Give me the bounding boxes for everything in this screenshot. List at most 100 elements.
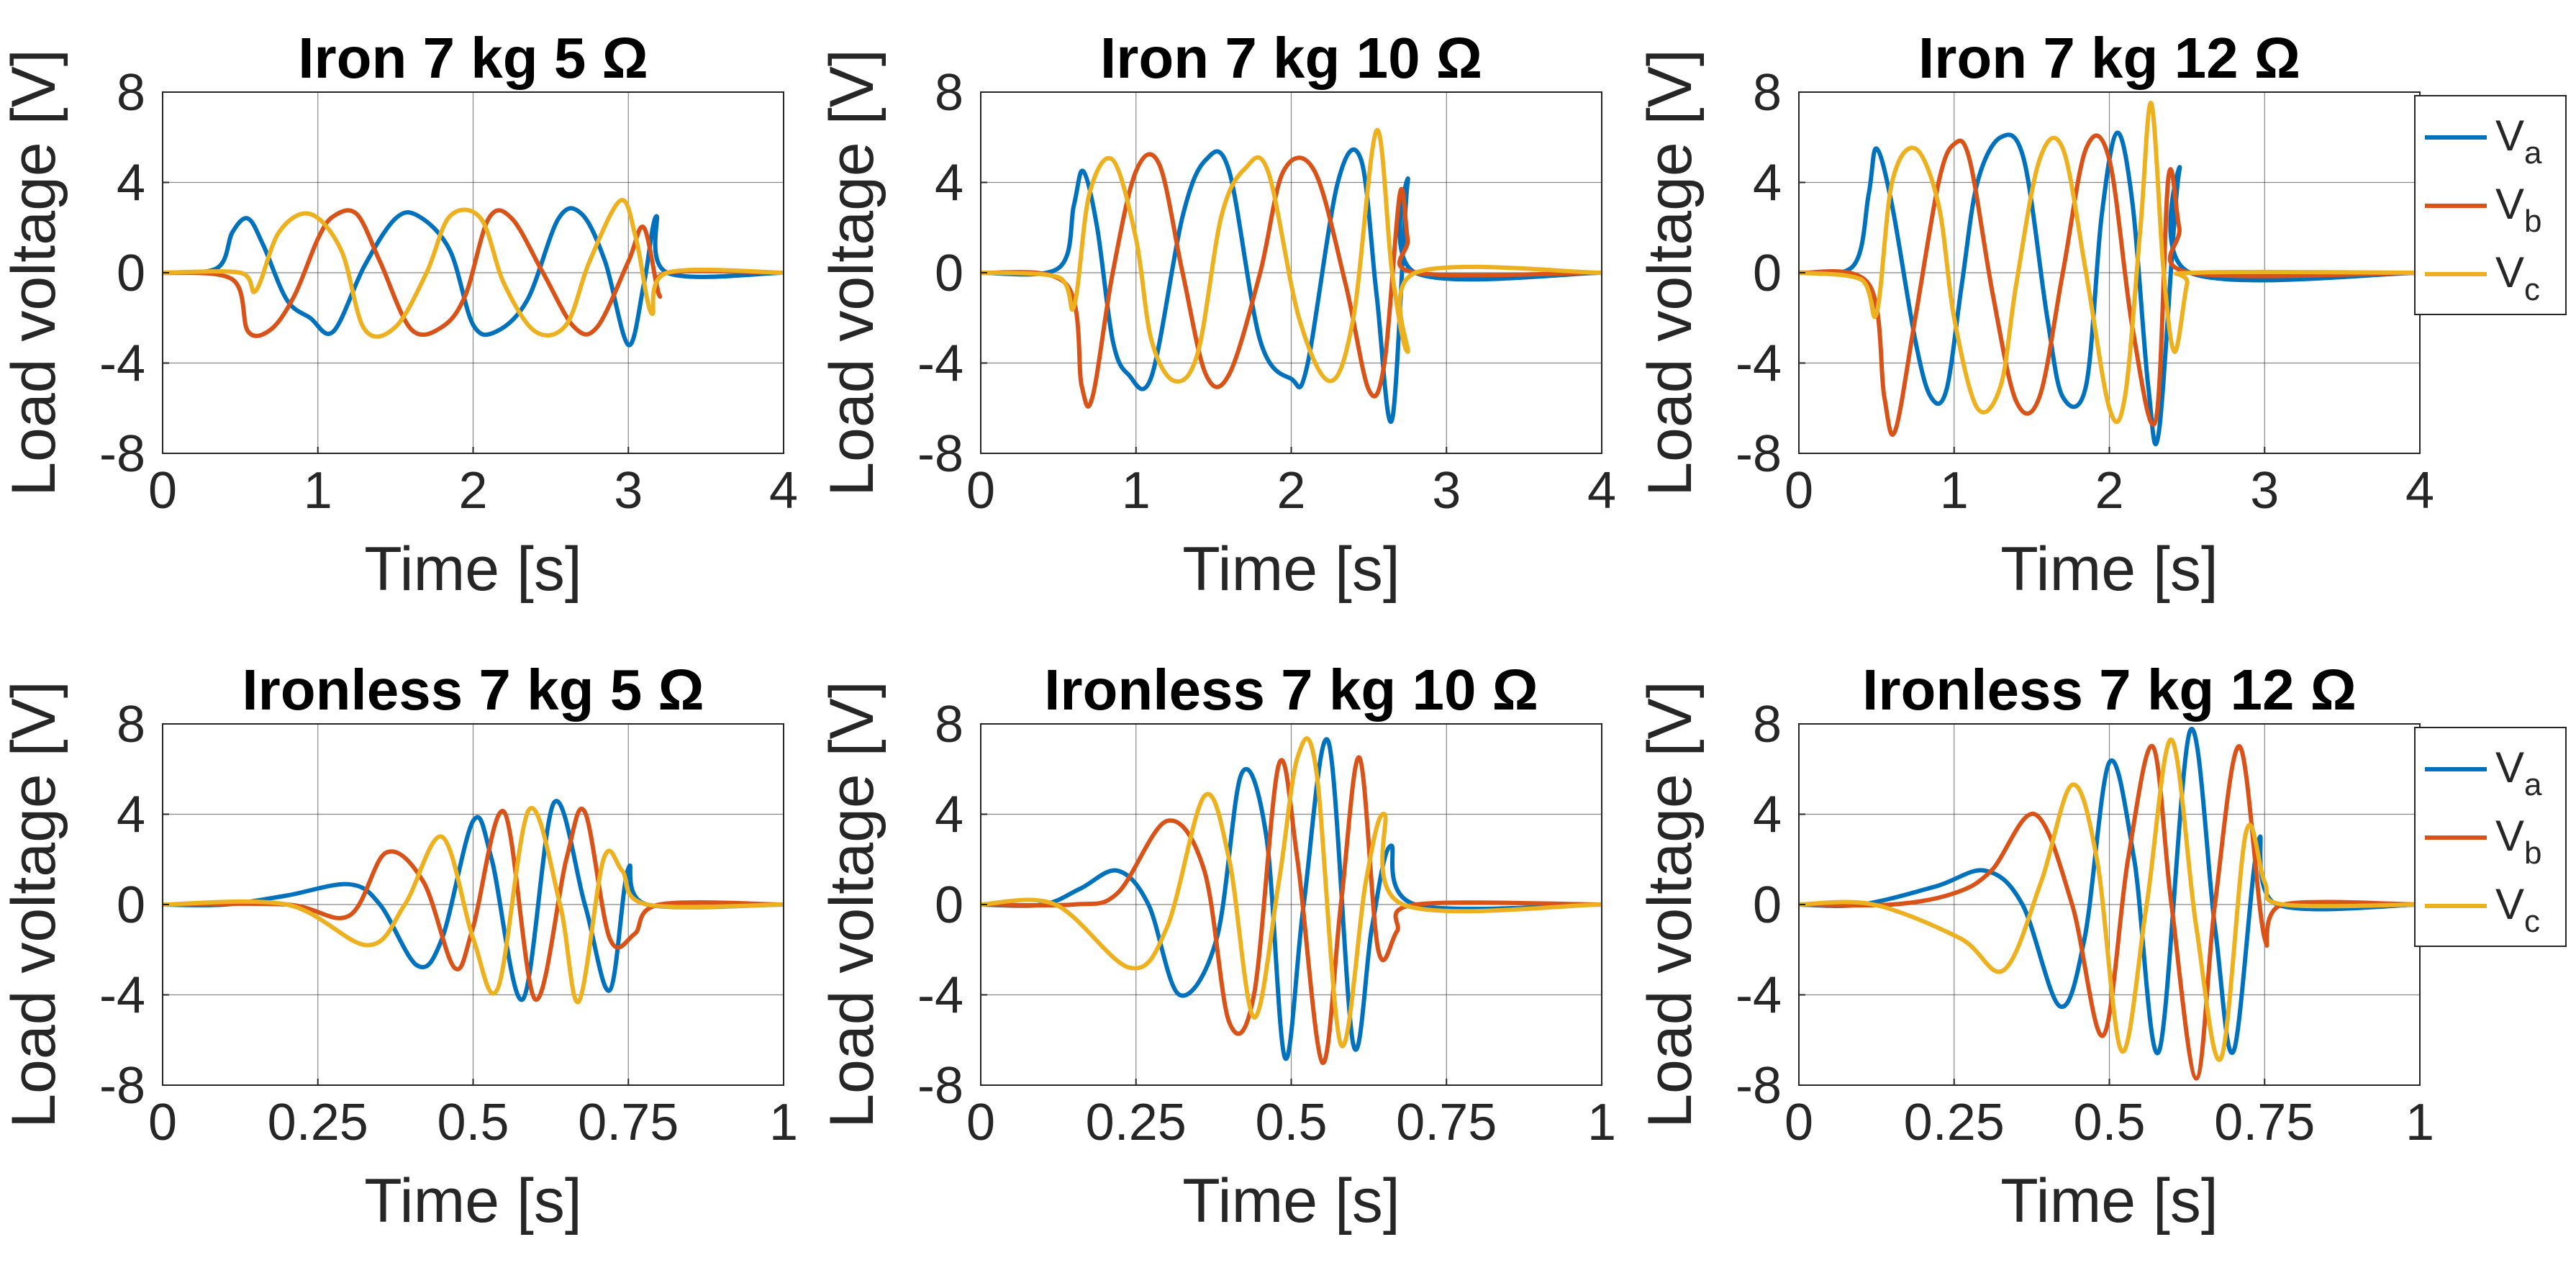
series-line-vb [1799, 743, 2420, 1081]
x-tick-label: 2 [2095, 462, 2123, 520]
y-tick-label: 8 [1753, 696, 1782, 753]
y-axis-label: Load voltage [V] [1636, 681, 1705, 1128]
series-line-va [981, 737, 1602, 1061]
x-axis-label: Time [s] [2000, 1166, 2218, 1236]
y-tick-label: -4 [917, 335, 963, 393]
series-line-vb [163, 208, 784, 338]
chart-panel-1: 0 1 2 3 4 -8 -4 0 4 8 Iron 7 kg 5 Ω Time [s] Load vo… [0, 26, 798, 604]
legend-subscript: a [2524, 135, 2542, 171]
x-tick-label: 0.25 [268, 1094, 368, 1151]
series-line-vc [981, 736, 1602, 1048]
x-tick-label: 1 [769, 1094, 798, 1151]
legend-subscript: b [2524, 204, 2541, 239]
legend-symbol: V [2495, 180, 2524, 228]
panels: 0 1 2 3 4 -8 -4 0 4 8 Iron 7 kg 5 Ω Time [s] Load vo… [0, 26, 2567, 1236]
legend-label-vc: Vc [2495, 880, 2540, 939]
x-tick-label: 0.5 [2073, 1094, 2145, 1151]
series-line-vc [163, 805, 784, 1005]
y-tick-label: 0 [1753, 245, 1782, 302]
x-axis-label: Time [s] [1182, 535, 1400, 604]
y-tick-label: -8 [917, 1057, 963, 1115]
x-axis-label: Time [s] [2000, 535, 2218, 604]
chart-panel-5: 0 0.25 0.5 0.75 1 -8 -4 0 4 8 Ironless 7 kg 10 Ω Ti… [817, 658, 1616, 1236]
legend-label-va: Va [2495, 112, 2542, 171]
x-tick-label: 0 [1784, 1094, 1813, 1151]
y-tick-label: -4 [1736, 967, 1782, 1025]
x-tick-label: 1 [2405, 1094, 2434, 1151]
chart-title: Ironless 7 kg 5 Ω [242, 658, 704, 722]
x-tick-label: 0 [966, 462, 995, 520]
y-tick-label: -4 [99, 335, 145, 393]
x-tick-label: 3 [2250, 462, 2279, 520]
series-line-va [1799, 726, 2420, 1056]
y-axis-label: Load voltage [V] [817, 49, 886, 497]
x-tick-label: 0.5 [437, 1094, 509, 1151]
y-tick-label: -8 [99, 1057, 145, 1115]
y-axis-label: Load voltage [V] [1636, 49, 1705, 497]
series-line-va [1799, 130, 2420, 446]
x-tick-label: 4 [1587, 462, 1616, 520]
series-line-vc [1799, 737, 2420, 1062]
legend-subscript: a [2524, 767, 2542, 802]
chart-panel-3: 0 1 2 3 4 -8 -4 0 4 8 Iron 7 kg 12 Ω Time [s] Load v… [1636, 26, 2567, 604]
y-tick-label: 0 [117, 876, 145, 934]
x-tick-label: 2 [458, 462, 487, 520]
series-line-vc [163, 198, 784, 339]
series-line-va [163, 799, 784, 1002]
chart-panel-4: 0 0.25 0.5 0.75 1 -8 -4 0 4 8 Ironless 7 kg 5 Ω Tim… [0, 658, 798, 1236]
series-line-vb [981, 755, 1602, 1065]
x-tick-label: 0.75 [578, 1094, 679, 1151]
y-tick-label: 0 [935, 876, 963, 934]
x-tick-label: 0.75 [2214, 1094, 2315, 1151]
chart-panel-2: 0 1 2 3 4 -8 -4 0 4 8 Iron 7 kg 10 Ω Time [s] Load v… [817, 26, 1616, 604]
y-tick-label: 8 [935, 64, 963, 122]
x-tick-label: 1 [1587, 1094, 1616, 1151]
legend-subscript: b [2524, 835, 2541, 871]
chart-title: Iron 7 kg 5 Ω [298, 26, 648, 90]
y-tick-label: -8 [1736, 1057, 1782, 1115]
x-tick-label: 0.25 [1904, 1094, 2005, 1151]
y-tick-label: 8 [935, 696, 963, 753]
legend-subscript: c [2524, 904, 2540, 939]
y-tick-label: 4 [117, 787, 145, 844]
series-group [1799, 101, 2420, 446]
y-tick-label: 4 [935, 787, 963, 844]
legend-label-vc: Vc [2495, 248, 2540, 307]
y-tick-label: 0 [1753, 876, 1782, 934]
legend-symbol: V [2495, 812, 2524, 860]
legend-symbol: V [2495, 248, 2524, 296]
chart-title: Ironless 7 kg 10 Ω [1044, 658, 1538, 722]
series-line-vb [981, 152, 1602, 409]
legend-symbol: V [2495, 743, 2524, 792]
legend-label-va: Va [2495, 743, 2542, 802]
x-tick-label: 0 [148, 1094, 177, 1151]
x-tick-label: 0 [1784, 462, 1813, 520]
x-tick-label: 1 [1940, 462, 1969, 520]
x-tick-label: 3 [614, 462, 643, 520]
series-line-vb [1799, 133, 2420, 438]
legend-label-vb: Vb [2495, 812, 2542, 871]
y-tick-label: 4 [1753, 155, 1782, 212]
series-line-vc [1799, 101, 2420, 425]
y-tick-label: -4 [99, 967, 145, 1025]
x-tick-label: 4 [769, 462, 798, 520]
x-tick-label: 4 [2405, 462, 2434, 520]
chart-title: Iron 7 kg 12 Ω [1918, 26, 2300, 90]
y-tick-label: 4 [117, 155, 145, 212]
y-tick-label: 0 [935, 245, 963, 302]
y-tick-label: -8 [99, 425, 145, 483]
y-tick-label: -4 [1736, 335, 1782, 393]
x-tick-label: 0 [966, 1094, 995, 1151]
x-axis-label: Time [s] [1182, 1166, 1400, 1236]
x-tick-label: 3 [1432, 462, 1461, 520]
legend-symbol: V [2495, 112, 2524, 160]
chart-title: Iron 7 kg 10 Ω [1100, 26, 1482, 90]
y-tick-label: 0 [117, 245, 145, 302]
series-group [163, 799, 784, 1005]
series-group [163, 198, 784, 348]
legend-subscript: c [2524, 272, 2540, 307]
legend-symbol: V [2495, 880, 2524, 928]
y-tick-label: -8 [917, 425, 963, 483]
